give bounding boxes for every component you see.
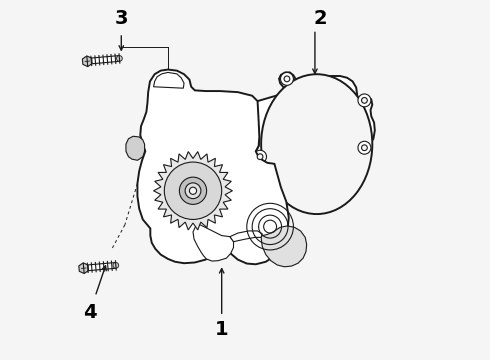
Polygon shape [87, 55, 120, 64]
Text: 1: 1 [215, 320, 228, 339]
Polygon shape [126, 136, 145, 160]
Circle shape [190, 187, 196, 194]
Text: 3: 3 [115, 9, 128, 28]
Circle shape [257, 154, 263, 159]
Circle shape [185, 183, 201, 199]
Polygon shape [83, 262, 116, 271]
Polygon shape [153, 72, 184, 88]
Ellipse shape [261, 74, 372, 214]
Circle shape [280, 72, 294, 85]
Text: 2: 2 [314, 9, 327, 28]
Circle shape [164, 162, 221, 220]
Circle shape [113, 262, 119, 268]
Polygon shape [82, 56, 92, 67]
Circle shape [362, 145, 368, 150]
Circle shape [358, 94, 371, 107]
Polygon shape [261, 226, 307, 267]
Circle shape [284, 76, 290, 82]
Circle shape [179, 177, 207, 204]
Polygon shape [193, 225, 234, 261]
Text: 4: 4 [83, 303, 97, 322]
Polygon shape [153, 152, 232, 230]
Circle shape [254, 150, 267, 163]
Polygon shape [252, 72, 375, 165]
Circle shape [117, 55, 122, 61]
Polygon shape [137, 69, 289, 264]
Polygon shape [230, 231, 262, 242]
Circle shape [362, 98, 368, 103]
Circle shape [358, 141, 371, 154]
Polygon shape [79, 263, 89, 274]
